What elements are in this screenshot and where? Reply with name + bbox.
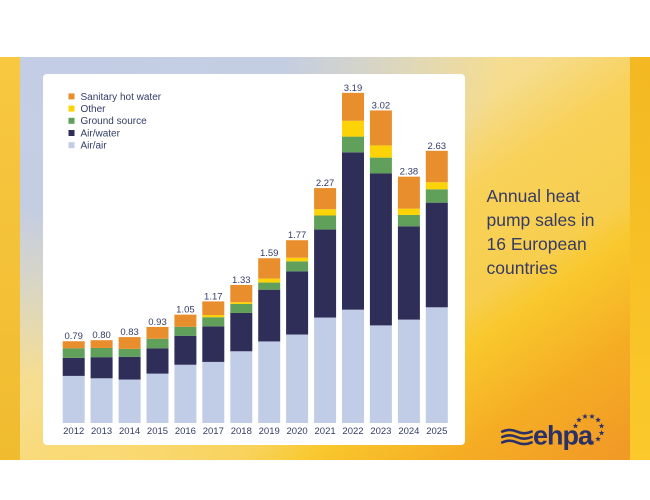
svg-text:Sanitary hot water: Sanitary hot water	[81, 92, 162, 103]
svg-text:1.33: 1.33	[232, 275, 251, 286]
svg-text:2.38: 2.38	[400, 167, 419, 178]
svg-text:2015: 2015	[147, 426, 168, 437]
svg-text:Ground source: Ground source	[81, 116, 148, 127]
svg-text:2021: 2021	[315, 426, 336, 437]
svg-text:0.93: 0.93	[148, 317, 167, 328]
svg-text:0.80: 0.80	[92, 330, 111, 341]
svg-text:2023: 2023	[370, 426, 391, 437]
svg-text:2.27: 2.27	[316, 178, 335, 189]
svg-text:2018: 2018	[231, 426, 252, 437]
svg-text:2013: 2013	[91, 426, 112, 437]
svg-text:2016: 2016	[175, 426, 196, 437]
svg-text:2.63: 2.63	[428, 141, 447, 152]
svg-text:Other: Other	[81, 104, 107, 115]
svg-text:2014: 2014	[119, 426, 140, 437]
svg-text:2022: 2022	[342, 426, 363, 437]
svg-text:3.02: 3.02	[372, 100, 391, 111]
svg-text:1.17: 1.17	[204, 291, 223, 302]
svg-text:Air/air: Air/air	[81, 141, 108, 152]
svg-text:2020: 2020	[287, 426, 308, 437]
svg-text:1.05: 1.05	[176, 305, 195, 316]
svg-text:Air/water: Air/water	[81, 128, 121, 139]
svg-text:1.77: 1.77	[288, 230, 307, 241]
svg-text:2025: 2025	[426, 426, 447, 437]
svg-text:2012: 2012	[63, 426, 84, 437]
svg-text:2019: 2019	[259, 426, 280, 437]
svg-text:0.83: 0.83	[120, 327, 139, 338]
svg-text:1.59: 1.59	[260, 248, 279, 259]
svg-text:3.19: 3.19	[344, 83, 363, 94]
svg-text:2017: 2017	[203, 426, 224, 437]
svg-text:0.79: 0.79	[64, 331, 83, 342]
svg-text:ehpa: ehpa	[533, 421, 594, 451]
svg-text:2024: 2024	[398, 426, 419, 437]
